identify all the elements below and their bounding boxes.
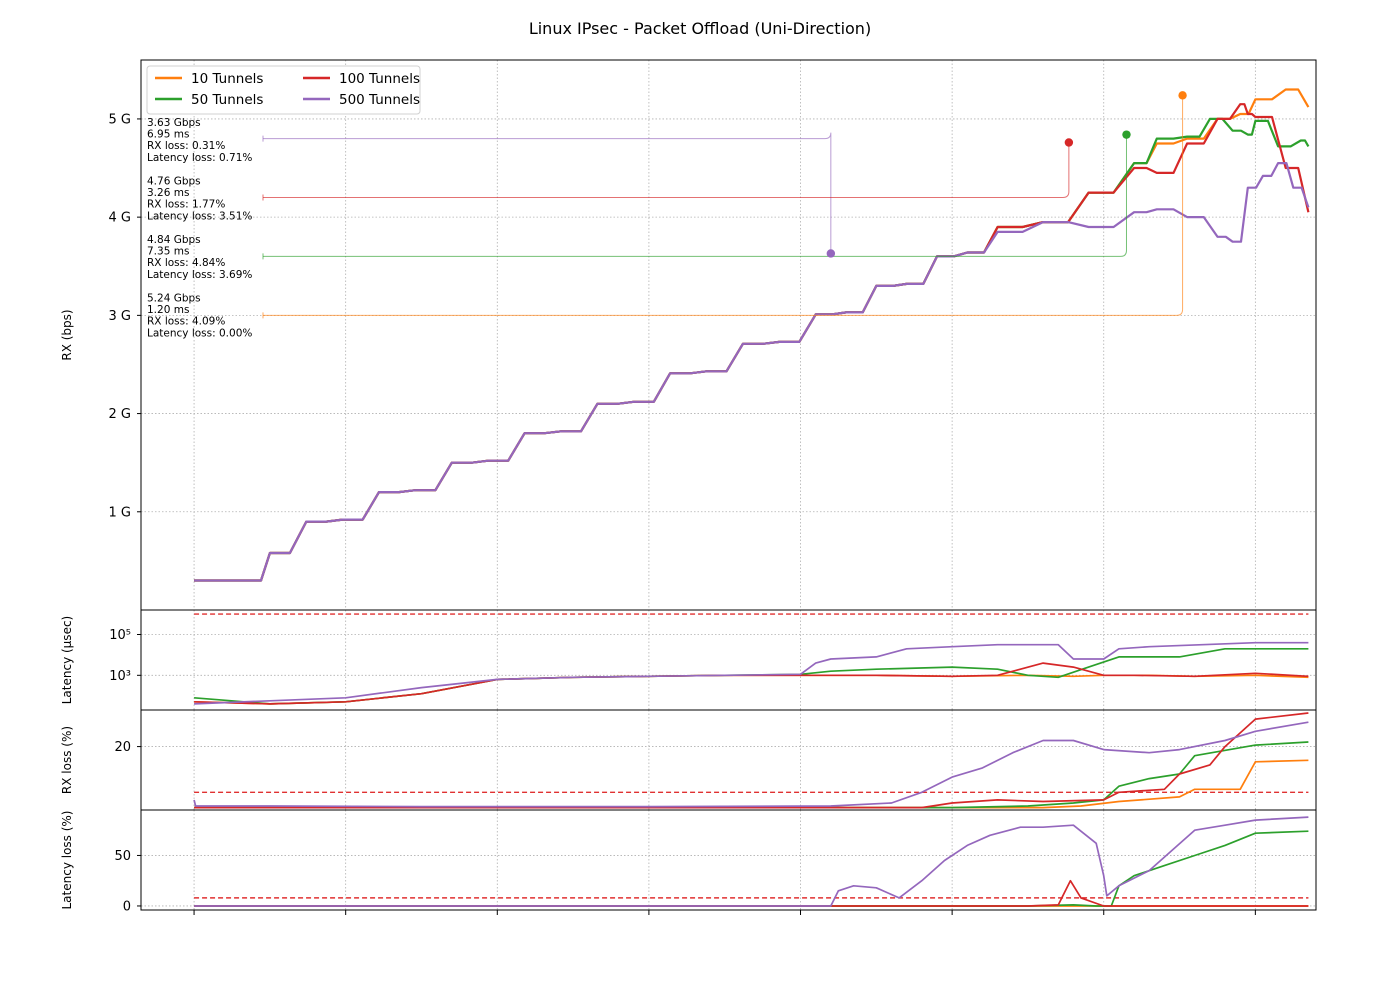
annotation-text: 4.76 Gbps — [147, 176, 201, 188]
legend-box — [146, 65, 421, 115]
panel-rxloss: 20 RX loss (%) — [60, 709, 1317, 811]
y-axis-label: Latency loss (%) — [60, 810, 74, 909]
annotation-text: RX loss: 4.84% — [147, 257, 225, 269]
series-line-500-tunnels — [193, 721, 1309, 808]
series-line-500-tunnels — [194, 641, 1309, 705]
y-tick-label: 0 — [123, 899, 131, 914]
y-tick-label: 10³ — [109, 669, 131, 684]
annotation-text: Latency loss: 3.69% — [147, 269, 252, 281]
panel-frame — [140, 709, 1317, 811]
annotation-text: 3.26 ms — [147, 187, 189, 199]
annotation-leader — [263, 95, 1184, 316]
legend-label: 10 Tunnels — [191, 71, 263, 87]
annotation-text: RX loss: 4.09% — [147, 316, 225, 328]
annotation-text: 3.63 Gbps — [147, 117, 201, 129]
annotation-text: RX loss: 0.31% — [147, 140, 225, 152]
peak-marker — [826, 249, 836, 258]
annotation-leader — [263, 142, 1070, 198]
series-line-10-tunnels — [194, 759, 1309, 809]
y-axis-label: RX (bps) — [60, 309, 74, 360]
y-tick-label: 4 G — [109, 211, 131, 226]
chart-title: Linux IPsec - Packet Offload (Uni-Direct… — [529, 19, 871, 38]
series-group — [194, 816, 1309, 907]
annotation-text: Latency loss: 3.51% — [147, 210, 252, 222]
y-tick-label: 50 — [114, 849, 131, 864]
panel-frame — [140, 809, 1317, 911]
y-tick-label: 2 G — [109, 407, 131, 422]
annotation-text: RX loss: 1.77% — [147, 199, 225, 211]
panel-latloss: 0 50 Latency loss (%) — [60, 809, 1317, 914]
panel-frame — [140, 59, 1317, 611]
legend: 10 Tunnels 100 Tunnels 50 Tunnels 500 Tunne… — [146, 65, 421, 115]
legend-label: 50 Tunnels — [191, 92, 263, 108]
series-line-50-tunnels — [194, 830, 1309, 907]
series-line-50-tunnels — [194, 741, 1309, 809]
y-tick-label: 20 — [114, 740, 131, 755]
peak-marker — [1064, 138, 1074, 147]
annotation-text: Latency loss: 0.71% — [147, 152, 252, 164]
legend-label: 500 Tunnels — [339, 92, 420, 108]
peak-marker — [1122, 130, 1131, 139]
y-tick-label: 5 G — [109, 112, 131, 127]
series-line-50-tunnels — [194, 117, 1310, 582]
annotation-text: 5.24 Gbps — [147, 293, 201, 305]
y-axis-label: RX loss (%) — [60, 726, 74, 794]
panel-frame — [140, 609, 1317, 711]
series-group — [194, 88, 1310, 582]
series-line-100-tunnels — [194, 662, 1309, 705]
annotation-leader — [263, 132, 832, 254]
panel-latency: 10³ 10⁵ Latency (μsec) — [60, 609, 1317, 711]
annotation-leader — [263, 134, 1127, 257]
legend-label: 100 Tunnels — [339, 71, 420, 87]
series-line-100-tunnels — [194, 712, 1309, 809]
y-tick-label: 1 G — [109, 505, 131, 520]
y-axis-label: Latency (μsec) — [60, 616, 74, 704]
series-line-100-tunnels — [194, 879, 1309, 907]
annotation-text: 4.84 Gbps — [147, 234, 201, 246]
y-tick-label: 10⁵ — [109, 628, 131, 643]
peak-marker — [1178, 91, 1187, 100]
annotation-text: 6.95 ms — [147, 129, 189, 141]
annotation-text: Latency loss: 0.00% — [147, 327, 252, 339]
series-line-500-tunnels — [194, 162, 1310, 582]
y-tick-label: 3 G — [109, 309, 131, 324]
annotation-text: 7.35 ms — [147, 246, 189, 258]
annotation-text: 1.20 ms — [147, 304, 189, 316]
series-line-500-tunnels — [194, 816, 1309, 907]
series-group — [194, 641, 1309, 705]
series-line-100-tunnels — [194, 103, 1310, 582]
series-group — [193, 712, 1309, 809]
